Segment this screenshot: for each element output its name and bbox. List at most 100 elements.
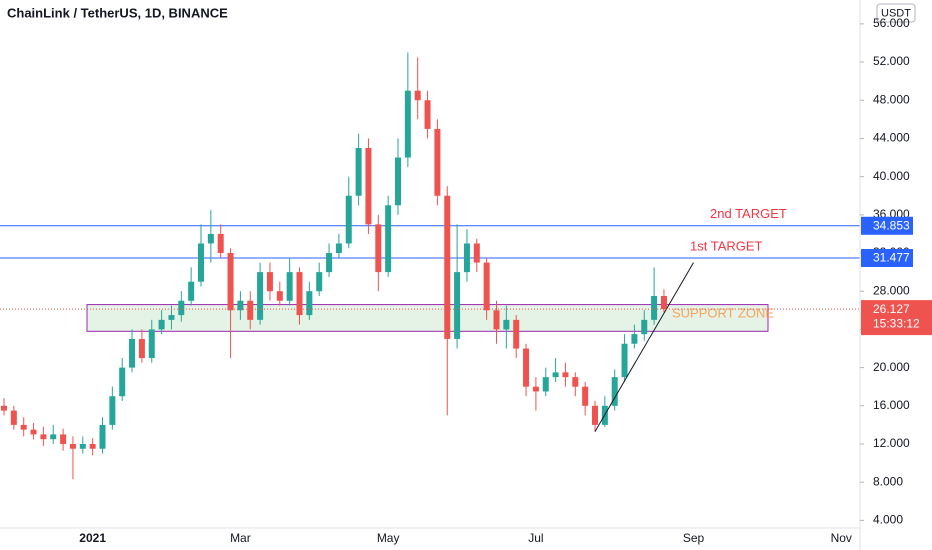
y-tick-label: 4.000 xyxy=(873,513,903,527)
currency: USDT xyxy=(881,7,911,19)
price-box xyxy=(861,300,932,336)
trendline xyxy=(594,262,694,432)
candle-body xyxy=(316,272,323,292)
y-tick-label: 20.000 xyxy=(873,360,910,374)
candle-body xyxy=(138,338,145,359)
candle-body xyxy=(286,272,293,301)
target-label: 2nd TARGET xyxy=(710,206,787,221)
candle-body xyxy=(463,243,470,273)
candle-body xyxy=(660,295,667,310)
candle-body xyxy=(30,429,37,435)
candle-body xyxy=(69,443,76,449)
candle-body xyxy=(79,443,86,449)
y-tick-label: 8.000 xyxy=(873,474,903,488)
candle-body xyxy=(148,329,155,359)
candle-body xyxy=(454,272,461,339)
candle-body xyxy=(89,443,96,449)
candle-body xyxy=(198,243,204,282)
candle-body xyxy=(631,334,638,344)
candle-body xyxy=(10,410,17,425)
candle-body xyxy=(40,434,47,440)
candle-body xyxy=(611,377,618,406)
candle-body xyxy=(266,272,273,292)
candle-body xyxy=(1,405,7,411)
candle-body xyxy=(493,310,500,330)
candle-body xyxy=(572,377,579,387)
candle-body xyxy=(158,319,165,330)
candle-body xyxy=(365,147,372,225)
candle-body xyxy=(444,195,451,339)
candle-body xyxy=(641,319,648,335)
candle-body xyxy=(424,100,431,129)
countdown: 15:33:12 xyxy=(873,316,920,330)
candle-body xyxy=(651,295,658,320)
candle-body xyxy=(168,315,175,320)
candle-body xyxy=(621,343,628,378)
candle-body xyxy=(119,367,126,397)
x-tick-label: 2021 xyxy=(79,531,106,545)
currency-box[interactable] xyxy=(876,3,916,23)
candle-body xyxy=(50,434,57,440)
candle-body xyxy=(60,434,67,444)
price-box-label: 34.853 xyxy=(873,218,910,232)
candle-body xyxy=(582,386,589,406)
candle-body xyxy=(473,243,480,263)
candle-body xyxy=(227,253,234,311)
candle-body xyxy=(109,396,116,425)
candle-body xyxy=(306,291,313,316)
candle-body xyxy=(257,272,264,320)
candle-body xyxy=(404,90,411,158)
y-tick-label: 12.000 xyxy=(873,436,910,450)
y-tick-label: 56.000 xyxy=(873,16,910,30)
candle-body xyxy=(395,157,401,206)
price-box xyxy=(861,249,913,268)
x-tick-label: Jul xyxy=(528,531,543,545)
candle-body xyxy=(503,319,510,330)
candle-body xyxy=(326,253,333,273)
price-box-label: 31.477 xyxy=(873,251,910,265)
chart-title: ChainLink / TetherUS, 1D, BINANCE xyxy=(7,5,228,20)
candle-body xyxy=(542,377,549,392)
y-tick-label: 52.000 xyxy=(873,54,910,68)
x-tick-label: May xyxy=(377,531,400,545)
x-tick-label: Sep xyxy=(683,531,705,545)
x-tick-label: Nov xyxy=(831,531,852,545)
candle-body xyxy=(276,291,283,301)
candle-body xyxy=(345,195,352,244)
candle-body xyxy=(532,386,539,392)
zone-label: SUPPORT ZONE xyxy=(672,305,774,320)
candle-body xyxy=(523,348,530,387)
candle-body xyxy=(129,338,136,368)
candle-body xyxy=(188,281,195,301)
candle-body xyxy=(247,300,254,320)
candle-body xyxy=(513,319,520,349)
candle-body xyxy=(20,424,27,430)
candle-body xyxy=(385,205,392,273)
candle-body xyxy=(207,233,214,244)
plot-area: SUPPORT ZONE 2nd TARGET 1st TARGET xyxy=(0,52,860,480)
candle-body xyxy=(434,128,441,196)
candle-body xyxy=(483,262,490,311)
y-tick-label: 40.000 xyxy=(873,169,910,183)
x-tick-label: Mar xyxy=(230,531,251,545)
candle-body xyxy=(562,372,569,378)
candle-body xyxy=(375,224,382,273)
y-tick-label: 16.000 xyxy=(873,398,910,412)
y-tick-label: 44.000 xyxy=(873,131,910,145)
candle-body xyxy=(217,233,224,254)
candle-body xyxy=(592,405,598,425)
candle-body xyxy=(414,90,421,101)
candle-body xyxy=(178,300,185,316)
target-label: 1st TARGET xyxy=(690,238,763,253)
price-box xyxy=(861,216,913,235)
candle-body xyxy=(237,300,244,311)
candle-body xyxy=(552,372,559,378)
candle-body xyxy=(296,272,303,316)
candle-body xyxy=(99,424,106,449)
candle-body xyxy=(355,147,362,196)
current-price: 26.127 xyxy=(873,302,910,316)
y-tick-label: 48.000 xyxy=(873,92,910,106)
candle-body xyxy=(335,243,342,254)
